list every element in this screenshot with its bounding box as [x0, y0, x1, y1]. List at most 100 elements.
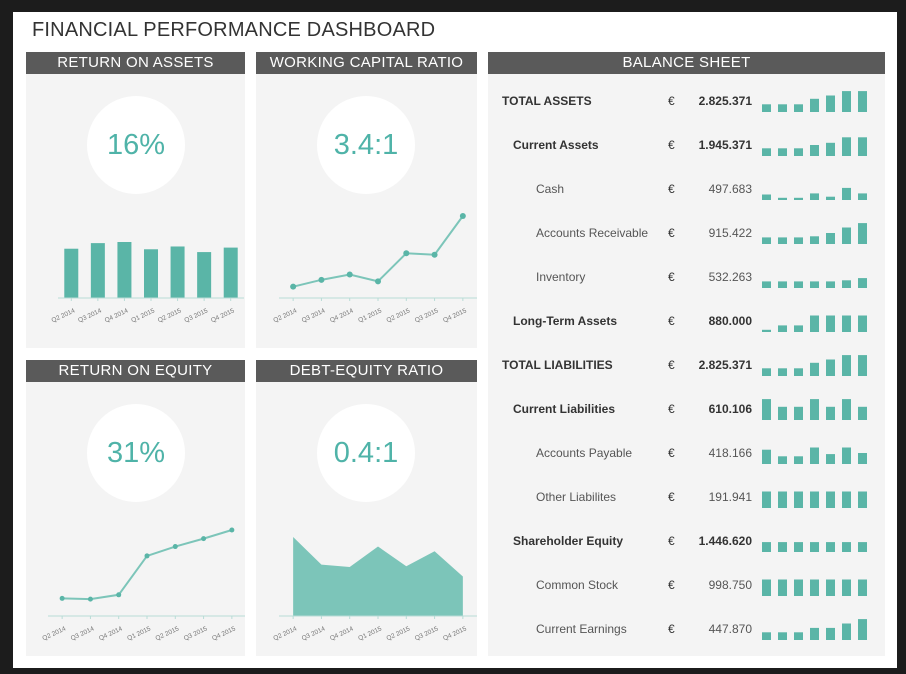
spark-bar	[810, 399, 819, 420]
balance-row-value: 880.000	[708, 314, 752, 328]
roe-panel: RETURN ON EQUITY 31% Q2 2014 Q3 2014 Q4 20…	[26, 360, 245, 656]
spark-bar	[842, 315, 851, 332]
spark-bar	[778, 148, 787, 156]
spark-bar	[810, 193, 819, 200]
roa-tick-label: Q2 2014	[51, 307, 77, 324]
balance-row-label: Current Liabilities	[513, 402, 616, 416]
spark-bar	[858, 193, 867, 200]
balance-row-value: 418.166	[708, 446, 752, 460]
currency-symbol: €	[668, 622, 675, 636]
wcr-tick-label: Q3 2014	[301, 307, 327, 324]
spark-bar	[810, 362, 819, 376]
balance-sheet-row: Long-Term Assets €880.000	[488, 310, 885, 332]
spark-bar	[810, 491, 819, 508]
spark-bar	[794, 579, 803, 596]
spark-bar	[826, 542, 835, 552]
roa-bar	[144, 249, 158, 298]
balance-row-value: 497.683	[708, 182, 752, 196]
balance-sheet-row: Accounts Receivable €915.422	[488, 222, 885, 244]
roe-tick-label: Q2 2015	[155, 625, 181, 642]
balance-row-label: Common Stock	[536, 578, 619, 592]
spark-bar	[826, 627, 835, 640]
spark-bar	[762, 104, 771, 112]
spark-bar	[778, 579, 787, 596]
spark-bar	[826, 233, 835, 244]
der-panel: DEBT-EQUITY RATIO 0.4:1 Q2 2014 Q3 2014 Q4…	[256, 360, 477, 656]
balance-row-sparkbar	[762, 491, 867, 508]
wcr-tick-label: Q2 2014	[272, 307, 298, 324]
wcr-panel: WORKING CAPITAL RATIO 3.4:1 Q2 2014 Q3 20…	[256, 52, 477, 348]
balance-sheet-row: Other Liabilites €191.941	[488, 486, 885, 508]
currency-symbol: €	[668, 270, 675, 284]
spark-bar	[778, 281, 787, 288]
spark-bar	[794, 148, 803, 156]
balance-row-sparkbar	[762, 579, 867, 596]
roe-tick-label: Q1 2015	[126, 625, 152, 642]
wcr-point	[431, 251, 438, 258]
balance-row-label: Accounts Receivable	[536, 226, 649, 240]
der-tick-label: Q2 2015	[386, 625, 412, 642]
balance-row-label: TOTAL ASSETS	[502, 94, 592, 108]
spark-bar	[810, 98, 819, 112]
spark-bar	[826, 196, 835, 200]
spark-bar	[794, 104, 803, 112]
dashboard-frame: FINANCIAL PERFORMANCE DASHBOARD RETURN O…	[13, 12, 897, 668]
spark-bar	[858, 91, 867, 112]
roa-tick-label: Q3 2014	[77, 307, 103, 324]
spark-bar	[762, 194, 771, 200]
spark-bar	[842, 280, 851, 288]
balance-sheet-row: TOTAL ASSETS €2.825.371	[488, 90, 885, 112]
balance-row-sparkbar	[762, 399, 867, 420]
spark-bar	[858, 491, 867, 508]
currency-symbol: €	[668, 446, 675, 460]
roe-tick-label: Q2 2014	[41, 625, 67, 642]
balance-row-sparkbar	[762, 447, 867, 464]
roe-panel-title: RETURN ON EQUITY	[26, 360, 245, 382]
der-kpi-circle: 0.4:1	[317, 404, 415, 502]
spark-bar	[810, 447, 819, 464]
spark-bar	[858, 579, 867, 596]
currency-symbol: €	[668, 402, 675, 416]
roe-point	[116, 592, 122, 598]
balance-sheet-row: Shareholder Equity €1.446.620	[488, 530, 885, 552]
roe-point	[201, 536, 207, 542]
spark-bar	[842, 91, 851, 112]
currency-symbol: €	[668, 94, 675, 108]
balance-row-value: 2.825.371	[698, 94, 752, 108]
balance-row-label: Other Liabilites	[536, 490, 617, 504]
wcr-panel-title: WORKING CAPITAL RATIO	[256, 52, 477, 74]
roa-tick-label: Q2 2015	[157, 307, 183, 324]
balance-row-value: 998.750	[708, 578, 752, 592]
roe-point	[144, 553, 150, 559]
roa-panel: RETURN ON ASSETS 16% Q2 2014 Q3 2014 Q4 20…	[26, 52, 245, 348]
balance-row-value: 915.422	[708, 226, 752, 240]
spark-bar	[762, 491, 771, 508]
spark-bar	[858, 619, 867, 640]
spark-bar	[826, 281, 835, 288]
der-tick-label: Q3 2014	[301, 625, 327, 642]
wcr-point	[318, 276, 325, 283]
balance-row-label: Current Earnings	[536, 622, 627, 636]
balance-row-sparkbar	[762, 355, 867, 376]
balance-row-label: TOTAL LIABILITIES	[502, 358, 613, 372]
spark-bar	[842, 447, 851, 464]
spark-bar	[858, 355, 867, 376]
spark-bar	[778, 456, 787, 464]
spark-bar	[762, 542, 771, 552]
roa-kpi-value: 16%	[106, 129, 166, 161]
roe-point	[172, 544, 178, 550]
spark-bar	[810, 542, 819, 552]
spark-bar	[826, 406, 835, 420]
balance-row-sparkbar	[762, 137, 867, 156]
roe-point	[229, 527, 235, 533]
spark-bar	[778, 104, 787, 112]
balance-sheet-row: Cash €497.683	[488, 178, 885, 200]
spark-bar	[794, 237, 803, 244]
spark-bar	[778, 197, 787, 200]
wcr-line-chart: Q2 2014 Q3 2014 Q4 2014 Q1 2015 Q2 2015 Q3 20…	[272, 213, 477, 324]
spark-bar	[826, 491, 835, 508]
roa-tick-label: Q4 2014	[104, 307, 130, 324]
spark-bar	[778, 325, 787, 332]
roa-bar	[117, 242, 132, 298]
roe-tick-label: Q4 2015	[211, 625, 237, 642]
